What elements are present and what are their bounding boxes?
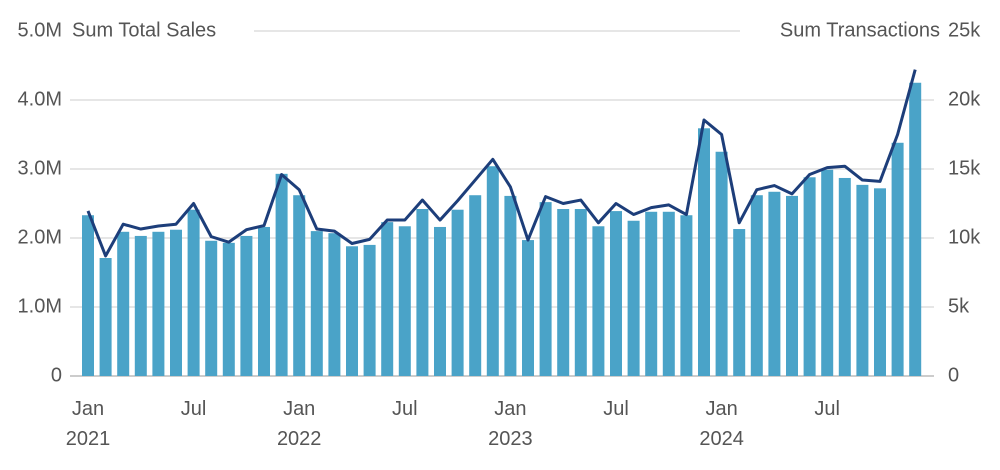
y2-tick-label: 0 xyxy=(948,364,959,386)
title-backing xyxy=(64,15,254,47)
bar xyxy=(874,188,886,376)
y-tick-label: 4.0M xyxy=(18,88,62,110)
bar xyxy=(592,226,605,376)
bar xyxy=(222,242,235,376)
bar xyxy=(838,177,851,376)
y2-tick-label: 10k xyxy=(948,226,981,248)
bar xyxy=(645,211,658,376)
bar xyxy=(522,240,534,376)
bar xyxy=(539,202,552,376)
bar xyxy=(610,211,622,376)
y2-tick-label: 15k xyxy=(948,157,981,179)
y2-tick-label: 20k xyxy=(948,88,981,110)
bar xyxy=(381,222,394,376)
bar xyxy=(891,142,904,376)
x-tick-label: Jul xyxy=(392,398,418,420)
y2-tick-label: 5k xyxy=(948,295,970,317)
bar xyxy=(469,195,482,376)
x-tick-label: Jul xyxy=(180,398,207,420)
bar xyxy=(698,128,710,376)
bar xyxy=(134,235,147,376)
title-backing xyxy=(740,15,940,47)
bar xyxy=(750,195,763,376)
line xyxy=(86,69,917,258)
bar xyxy=(170,229,182,376)
bar xyxy=(205,240,218,376)
bar xyxy=(434,226,446,376)
bar xyxy=(627,220,640,376)
bar xyxy=(856,184,869,376)
y2-tick-label: 25k xyxy=(948,19,981,41)
x-tick-label: Jan 2023 xyxy=(488,398,533,450)
bar xyxy=(117,231,130,376)
bar xyxy=(715,151,728,376)
bar xyxy=(258,226,270,376)
bar xyxy=(768,191,781,376)
x-tick-label: Jul xyxy=(603,398,629,420)
y-tick-label: 1.0M xyxy=(18,295,62,317)
bar xyxy=(346,246,358,376)
y-tick-label: 0 xyxy=(51,364,62,386)
bar xyxy=(803,177,816,376)
bar xyxy=(293,195,306,376)
y-tick-label: 2.0M xyxy=(18,226,62,248)
y2-axis-title: Sum Transactions xyxy=(780,19,940,41)
bar xyxy=(486,166,499,376)
bar xyxy=(574,209,587,376)
bar xyxy=(363,244,376,376)
bar xyxy=(504,195,517,376)
x-tick-label: Jul xyxy=(814,398,840,420)
bar xyxy=(398,226,411,376)
bar xyxy=(662,211,675,376)
bar xyxy=(275,173,288,376)
bar xyxy=(152,231,165,376)
bar xyxy=(416,209,429,376)
bar xyxy=(909,82,922,376)
x-tick-label: Jan 2021 xyxy=(65,398,111,450)
bar xyxy=(82,215,94,376)
bar xyxy=(328,233,341,376)
x-tick-label: Jan 2022 xyxy=(276,398,322,450)
bar xyxy=(557,209,570,376)
bar xyxy=(99,258,112,376)
y-tick-label: 5.0M xyxy=(18,19,62,41)
bar xyxy=(240,235,253,376)
y-tick-label: 3.0M xyxy=(18,157,62,179)
bar xyxy=(786,195,798,376)
bar xyxy=(733,229,746,376)
bar xyxy=(451,209,464,376)
y-axis-title: Sum Total Sales xyxy=(72,19,216,41)
bar xyxy=(187,209,200,376)
bar xyxy=(680,215,693,376)
bar xyxy=(310,231,323,376)
x-tick-label: Jan 2024 xyxy=(699,398,744,450)
bar xyxy=(821,169,834,376)
